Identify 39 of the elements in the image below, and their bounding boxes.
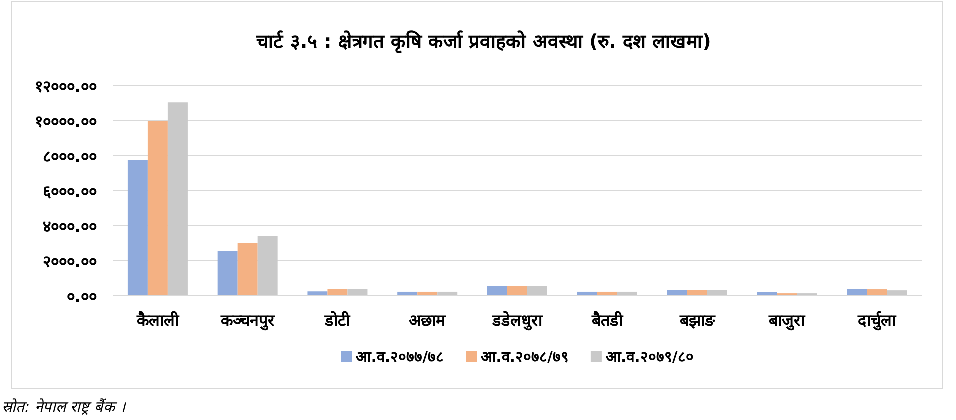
chart-title: चार्ट ३.५ : क्षेत्रगत कृषि कर्जा प्रवाहको अवस्था (रु. दश लाखमा) [256,30,712,54]
legend-label: आ.व.२०७८/७९ [481,348,569,366]
x-tick-label: डोटी [324,311,352,330]
x-tick-label: डडेलधुरा [492,311,544,331]
x-tick-label: अछाम [409,311,448,330]
bar [258,236,278,296]
x-tick-label: कञ्चनपुर [220,311,276,331]
bar [148,121,168,296]
y-tick-label: १००००.०० [34,112,97,131]
bar [168,102,188,296]
bar [887,290,908,296]
bar [667,290,688,296]
y-tick-label: २०००.०० [42,252,97,271]
bar [348,289,368,296]
bar [687,290,708,296]
bar [218,251,238,296]
x-tick-label: कैलाली [136,311,180,330]
bar [508,286,528,296]
x-tick-label: बझाङ [678,311,716,330]
bar [707,290,728,296]
x-tick-label: बैतडी [590,311,624,330]
legend-label: आ.व.२०७९/८० [606,348,694,366]
y-tick-label: ०.०० [66,287,97,306]
x-tick-label: बाजुरा [768,311,806,331]
bar [238,244,258,296]
y-tick-label: ४०००.०० [42,217,97,236]
y-tick-label: १२०००.०० [34,77,97,96]
bar [528,286,548,296]
bar [488,286,508,296]
bar [328,289,348,296]
bar [128,160,148,296]
text: स्रोत: नेपाल राष्ट्र बैंक । [2,398,128,416]
y-tick-label: ८०००.०० [42,147,97,166]
y-tick-label: ६०००.०० [42,182,97,201]
legend-label: आ.व.२०७७/७८ [356,348,444,366]
bar [867,290,888,296]
bar [308,292,328,296]
x-tick-label: दार्चुला [857,311,898,331]
bar [847,289,868,296]
